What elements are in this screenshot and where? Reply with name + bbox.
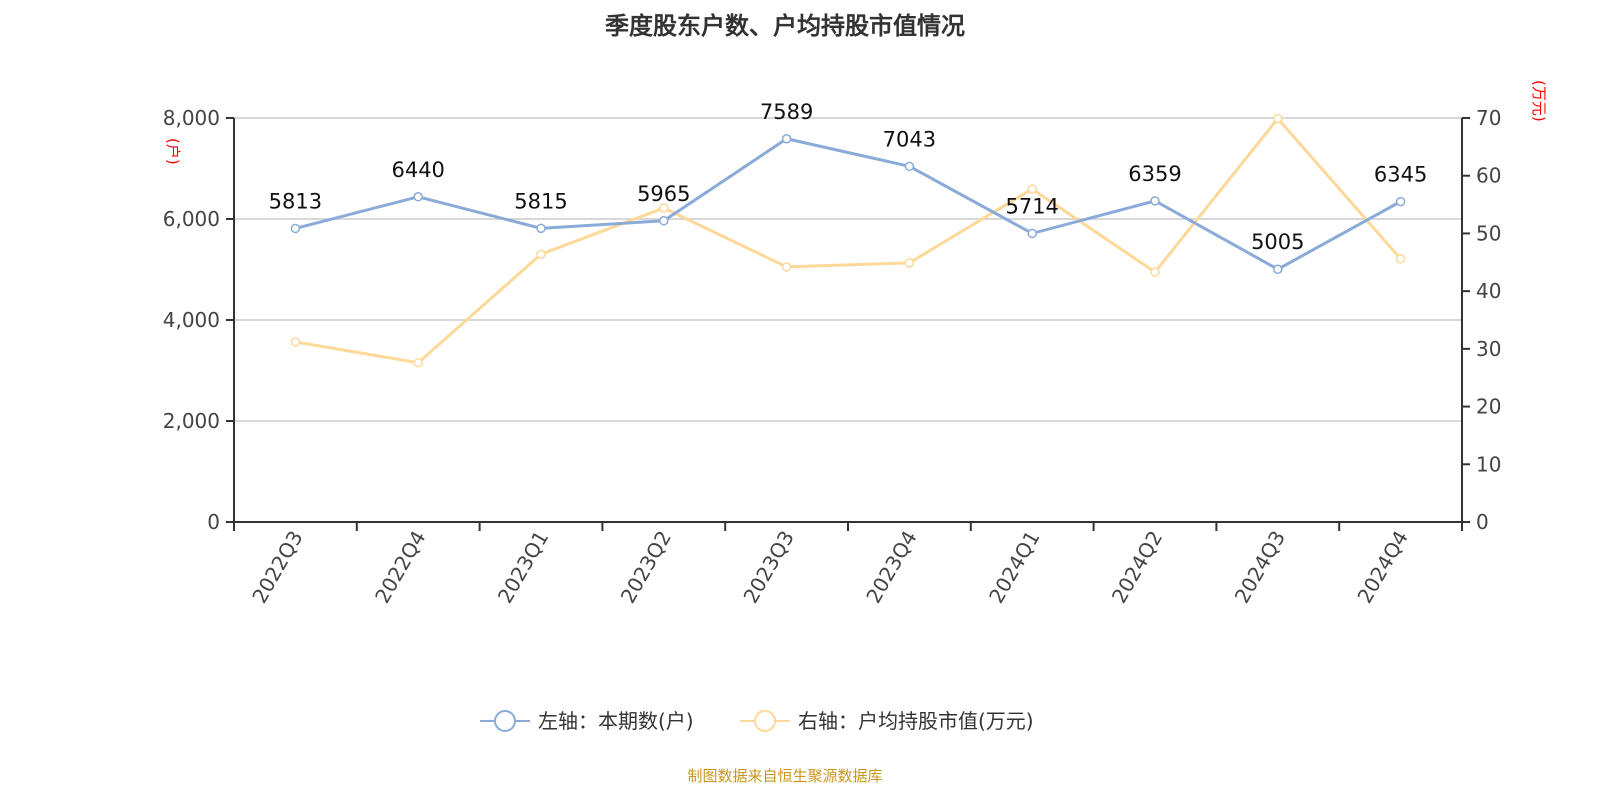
left-tick-label: 6,000	[163, 207, 220, 231]
data-label: 7043	[883, 127, 936, 151]
left-axis-label: (户)	[164, 138, 182, 165]
data-point	[1395, 196, 1406, 207]
data-label: 5815	[514, 189, 567, 213]
x-tick-label: 2024Q3	[1230, 527, 1290, 608]
legend-marker	[494, 710, 516, 732]
data-label: 7589	[760, 100, 813, 124]
right-tick-label: 10	[1476, 452, 1501, 476]
x-tick-label: 2022Q4	[370, 527, 430, 608]
x-tick-label: 2022Q3	[247, 527, 307, 608]
left-tick-label: 4,000	[163, 308, 220, 332]
right-tick-label: 30	[1476, 337, 1501, 361]
data-point	[1150, 267, 1160, 277]
data-point	[1027, 228, 1037, 239]
data-point	[1273, 264, 1283, 274]
right-tick-label: 70	[1476, 106, 1501, 130]
data-point	[1150, 196, 1160, 206]
data-label: 6345	[1374, 163, 1427, 187]
left-tick-label: 0	[207, 510, 220, 534]
legend-label: 左轴：本期数(户)	[538, 709, 694, 733]
data-point	[1395, 254, 1406, 264]
right-tick-label: 0	[1476, 510, 1489, 534]
data-point	[290, 337, 301, 347]
x-tick-label: 2023Q4	[861, 527, 921, 608]
data-point	[904, 258, 915, 268]
data-label: 6440	[391, 158, 444, 182]
data-point	[413, 192, 423, 202]
legend-label: 右轴：户均持股市值(万元)	[798, 709, 1034, 733]
right-axis-label: (万元)	[1530, 80, 1548, 122]
data-point	[1273, 113, 1283, 124]
data-point	[659, 203, 669, 213]
data-point	[413, 357, 423, 368]
legend-marker	[754, 710, 776, 732]
x-tick-label: 2024Q4	[1352, 527, 1412, 608]
chart-title: 季度股东户数、户均持股市值情况	[605, 12, 965, 40]
data-point	[659, 216, 669, 226]
right-tick-label: 60	[1476, 164, 1501, 188]
right-tick-label: 50	[1476, 221, 1501, 245]
data-label: 5005	[1251, 230, 1304, 254]
series-line-0	[295, 137, 1402, 271]
data-point	[536, 223, 546, 234]
series-line-1	[295, 116, 1402, 365]
data-point	[781, 134, 792, 144]
data-label: 5965	[637, 182, 690, 206]
data-label: 5813	[269, 189, 322, 213]
x-tick-label: 2023Q2	[616, 527, 676, 608]
data-point	[904, 161, 915, 172]
left-tick-label: 8,000	[163, 106, 220, 130]
data-label: 6359	[1128, 162, 1181, 186]
right-tick-label: 40	[1476, 279, 1501, 303]
x-tick-label: 2023Q1	[493, 527, 553, 608]
data-label: 5714	[1005, 194, 1058, 218]
x-tick-label: 2024Q2	[1107, 527, 1167, 608]
data-point	[781, 262, 792, 272]
right-tick-label: 20	[1476, 395, 1501, 419]
data-point	[536, 249, 546, 259]
data-point	[1027, 184, 1037, 194]
x-tick-label: 2024Q1	[984, 527, 1044, 608]
source-note: 制图数据来自恒生聚源数据库	[687, 767, 883, 785]
left-tick-label: 2,000	[163, 409, 220, 433]
data-point	[290, 223, 301, 234]
x-tick-label: 2023Q3	[738, 527, 798, 608]
